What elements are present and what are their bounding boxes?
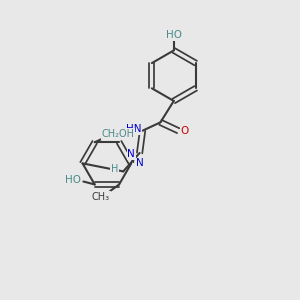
Text: H: H: [111, 164, 118, 174]
Text: HO: HO: [65, 175, 81, 185]
Text: N: N: [136, 158, 143, 168]
Text: HO: HO: [166, 30, 182, 40]
Text: CH₃: CH₃: [92, 192, 110, 202]
Text: HN: HN: [126, 124, 141, 134]
Text: N: N: [128, 149, 135, 160]
Text: CH₂OH: CH₂OH: [101, 129, 134, 139]
Text: O: O: [181, 126, 189, 136]
